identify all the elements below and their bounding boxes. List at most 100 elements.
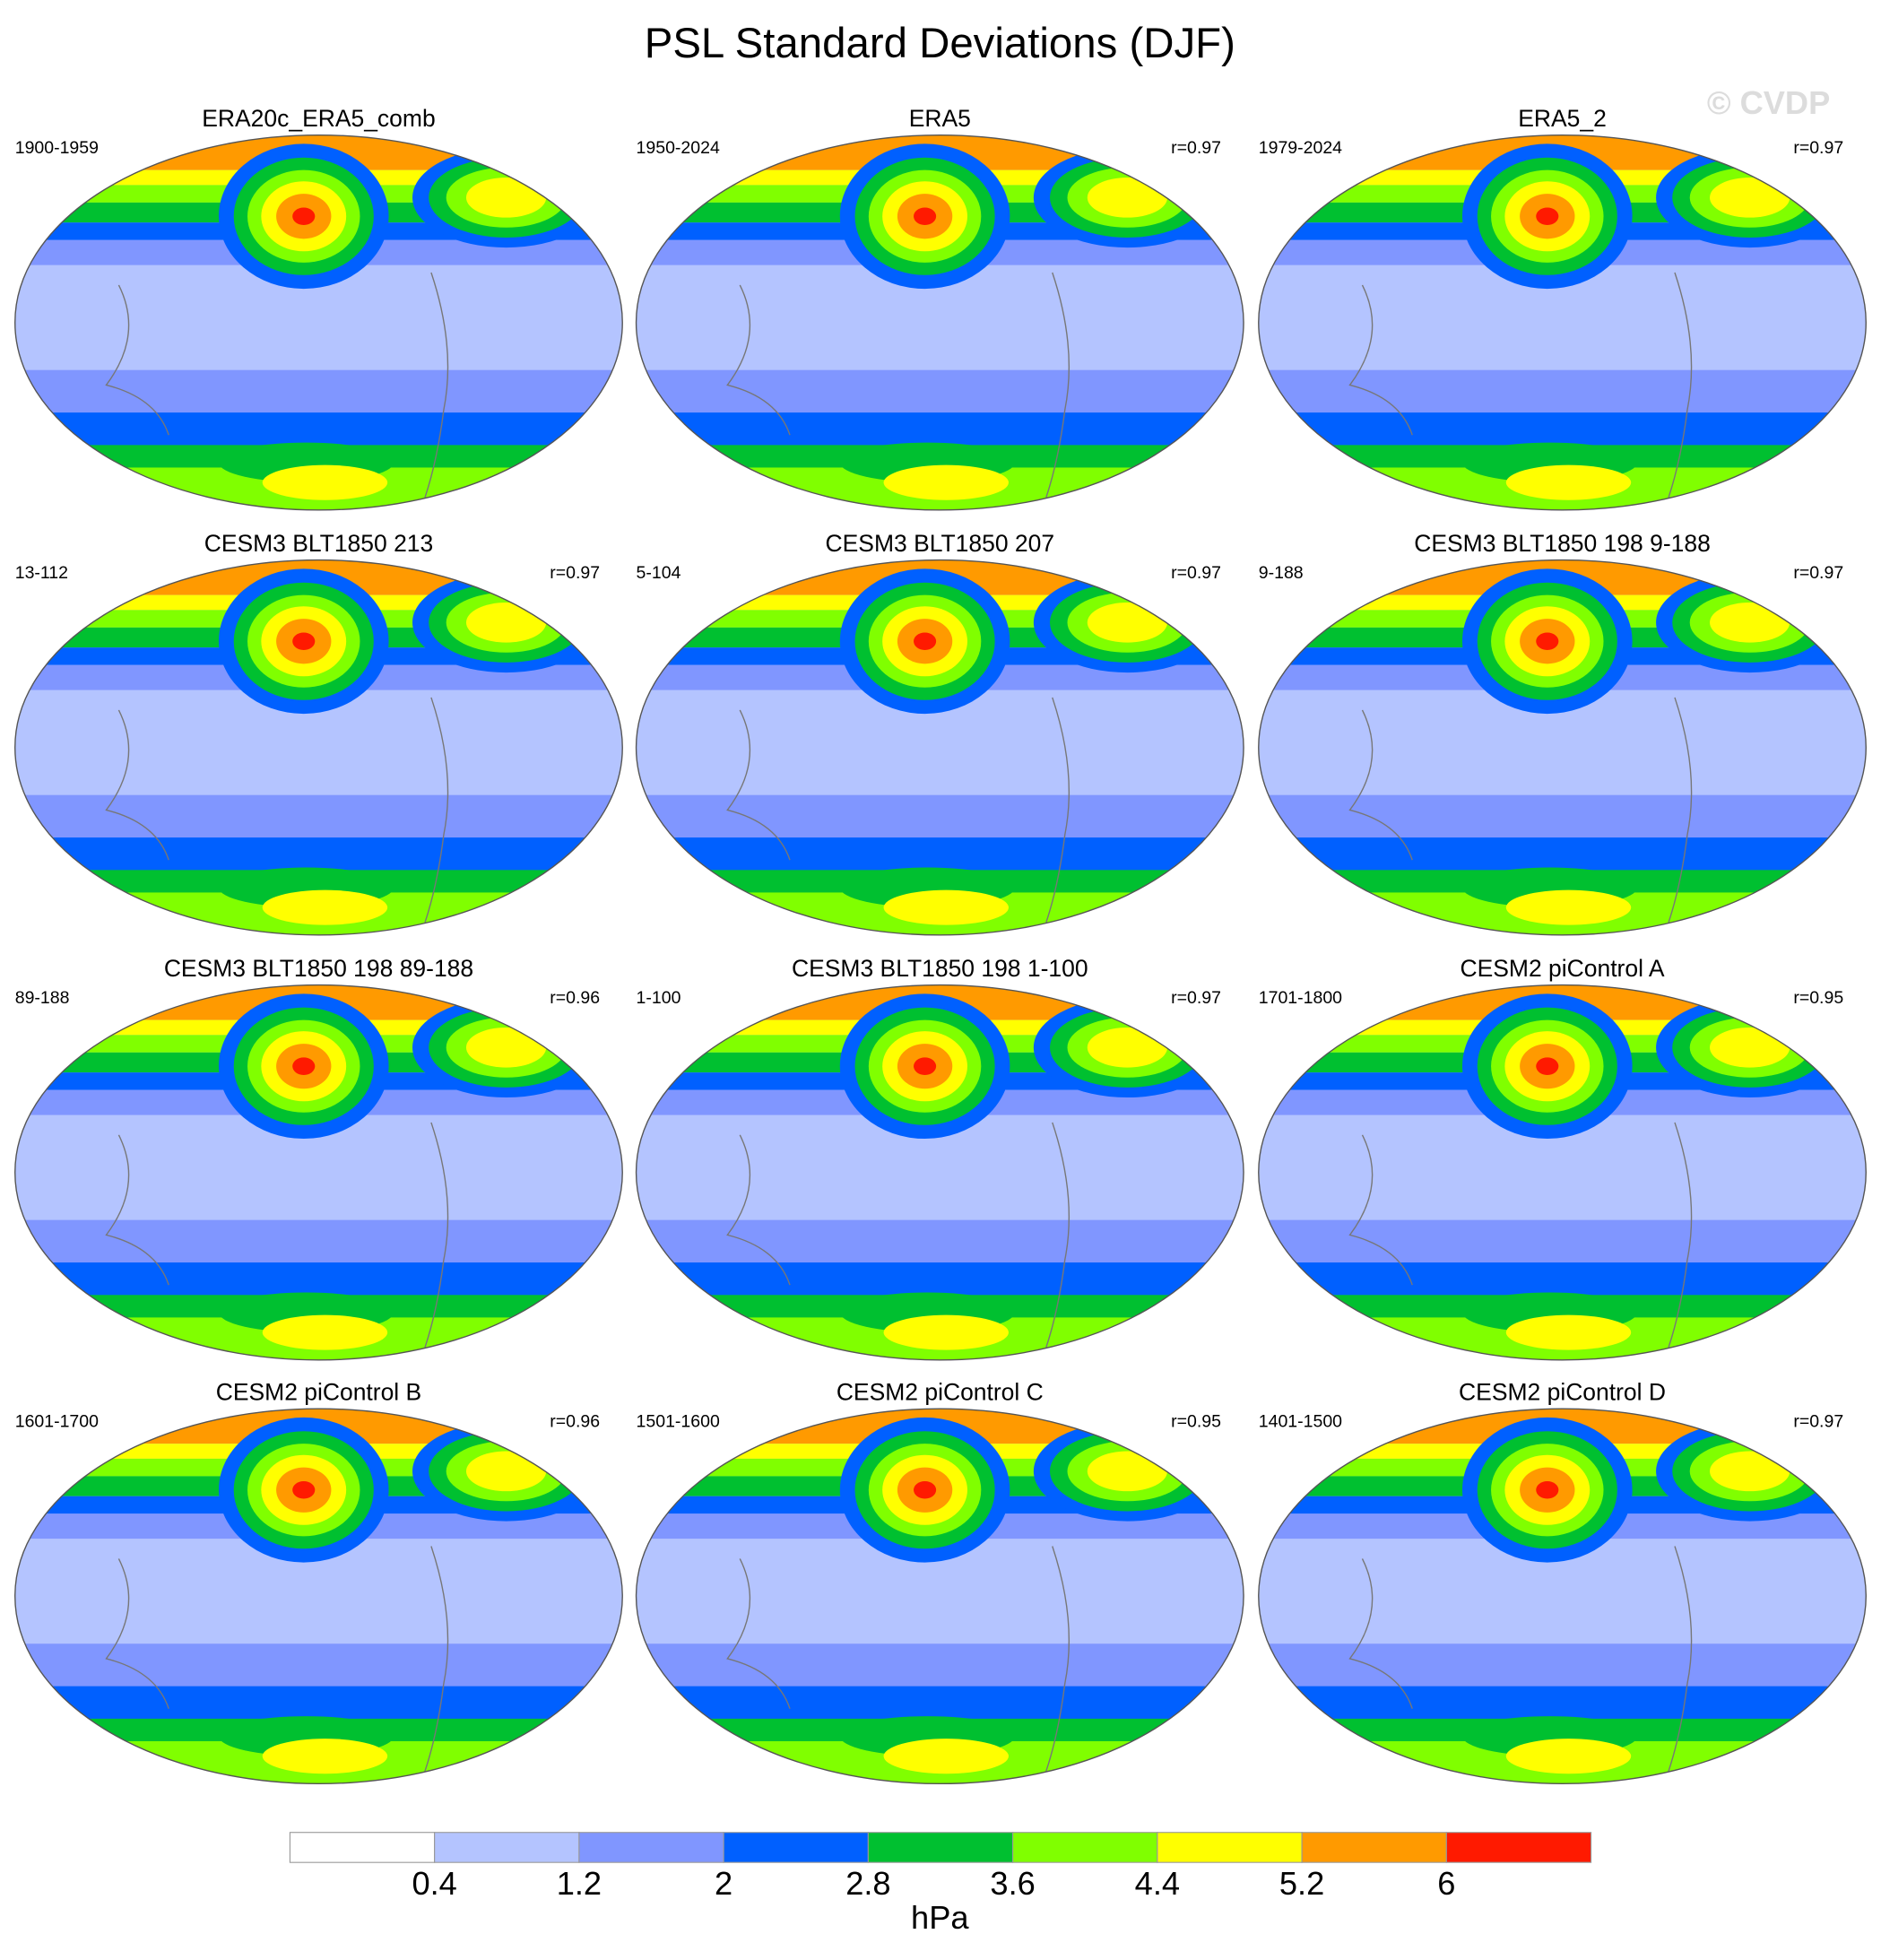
- coastline: [726, 1558, 791, 1709]
- map-blob: [1505, 1314, 1632, 1350]
- panel-period: 5-104: [637, 563, 681, 583]
- map-blob: [883, 1739, 1009, 1774]
- panel-period: 1900-1959: [15, 138, 99, 158]
- panel-title: ERA5: [909, 105, 971, 132]
- colorbar-box: [1445, 1832, 1592, 1863]
- map-blob: [262, 1314, 388, 1350]
- map-blob: [1087, 1451, 1168, 1492]
- map-band: [636, 794, 1244, 846]
- map-blob: [914, 207, 937, 226]
- coastline: [105, 284, 169, 436]
- map-outline: [1258, 1408, 1867, 1785]
- map-blob: [1087, 603, 1168, 643]
- map-blob: [465, 603, 547, 643]
- map-blob: [1505, 889, 1632, 925]
- coastline: [105, 1558, 169, 1709]
- map-outline: [14, 559, 623, 936]
- panel-title: CESM2 piControl A: [1461, 955, 1665, 982]
- coastline: [726, 284, 791, 436]
- panel-title: CESM2 piControl D: [1459, 1378, 1666, 1405]
- panel-period: 1401-1500: [1259, 1412, 1342, 1432]
- map-band: [14, 1643, 623, 1694]
- map-blob: [1505, 464, 1632, 500]
- map-band: [14, 794, 623, 846]
- colorbar-box: [578, 1832, 724, 1863]
- map-blob: [292, 207, 316, 226]
- map-blob: [1710, 603, 1790, 643]
- map-blob: [1710, 1027, 1790, 1068]
- map-outline: [1258, 559, 1867, 936]
- map-blob: [262, 889, 388, 925]
- map-outline: [1258, 134, 1867, 511]
- map-band: [1258, 369, 1867, 421]
- map-blob: [292, 1481, 316, 1499]
- map: [636, 984, 1244, 1360]
- colorbar-tick-label: 2.8: [845, 1865, 890, 1902]
- panel-period: 1601-1700: [15, 1412, 99, 1432]
- map-band: [636, 1219, 1244, 1271]
- map-outline: [635, 134, 1244, 511]
- panel-correlation: r=0.97: [1793, 563, 1843, 583]
- map-outline: [1258, 984, 1867, 1361]
- coastline: [1668, 1122, 1693, 1349]
- coastline: [424, 697, 449, 924]
- map-blob: [1710, 178, 1790, 218]
- panel-period: 13-112: [15, 563, 68, 583]
- map: [14, 134, 623, 510]
- coastline: [1668, 697, 1693, 924]
- map: [14, 1409, 623, 1784]
- map-outline: [14, 1408, 623, 1785]
- colorbar-box: [289, 1832, 436, 1863]
- coastline: [1348, 1558, 1413, 1709]
- panel-correlation: r=0.96: [550, 1412, 600, 1432]
- panel-correlation: r=0.97: [1171, 563, 1221, 583]
- map-blob: [1505, 1739, 1632, 1774]
- map-blob: [1087, 178, 1168, 218]
- panel-period: 1950-2024: [637, 138, 720, 158]
- map-outline: [14, 134, 623, 511]
- map-band: [636, 369, 1244, 421]
- map: [14, 559, 623, 935]
- map: [1258, 984, 1867, 1360]
- coastline: [424, 272, 449, 499]
- map: [636, 559, 1244, 935]
- map-blob: [1087, 1027, 1168, 1068]
- map-blob: [465, 178, 547, 218]
- colorbar-tick-label: 4.4: [1135, 1865, 1180, 1902]
- panel-correlation: r=0.95: [1171, 1412, 1221, 1432]
- panel-period: 1979-2024: [1259, 138, 1342, 158]
- watermark: © CVDP: [1707, 84, 1830, 121]
- map-outline: [14, 984, 623, 1361]
- map-band: [1258, 794, 1867, 846]
- map-blob: [914, 1057, 937, 1075]
- map-blob: [262, 464, 388, 500]
- colorbar-unit: hPa: [911, 1899, 969, 1936]
- colorbar-box: [723, 1832, 869, 1863]
- colorbar-tick-label: 1.2: [557, 1865, 602, 1902]
- map-blob: [914, 632, 937, 650]
- map: [1258, 559, 1867, 935]
- panel-title: ERA5_2: [1518, 105, 1607, 132]
- map-blob: [1536, 632, 1559, 650]
- map: [636, 1409, 1244, 1784]
- map-blob: [292, 632, 316, 650]
- map-blob: [292, 1057, 316, 1075]
- coastline: [1668, 272, 1693, 499]
- panel-correlation: r=0.97: [1793, 1412, 1843, 1432]
- panel-title: CESM3 BLT1850 213: [204, 530, 434, 557]
- map-outline: [635, 559, 1244, 936]
- map-outline: [635, 984, 1244, 1361]
- figure-title: PSL Standard Deviations (DJF): [645, 20, 1235, 67]
- coastline: [1348, 284, 1413, 436]
- panel-period: 9-188: [1259, 563, 1304, 583]
- coastline: [1668, 1546, 1693, 1772]
- panel-title: CESM2 piControl C: [836, 1378, 1044, 1405]
- map-blob: [1710, 1451, 1790, 1492]
- map: [1258, 1409, 1867, 1784]
- map: [636, 134, 1244, 510]
- map-blob: [1536, 1057, 1559, 1075]
- map-blob: [883, 889, 1009, 925]
- colorbar-box: [1012, 1832, 1158, 1863]
